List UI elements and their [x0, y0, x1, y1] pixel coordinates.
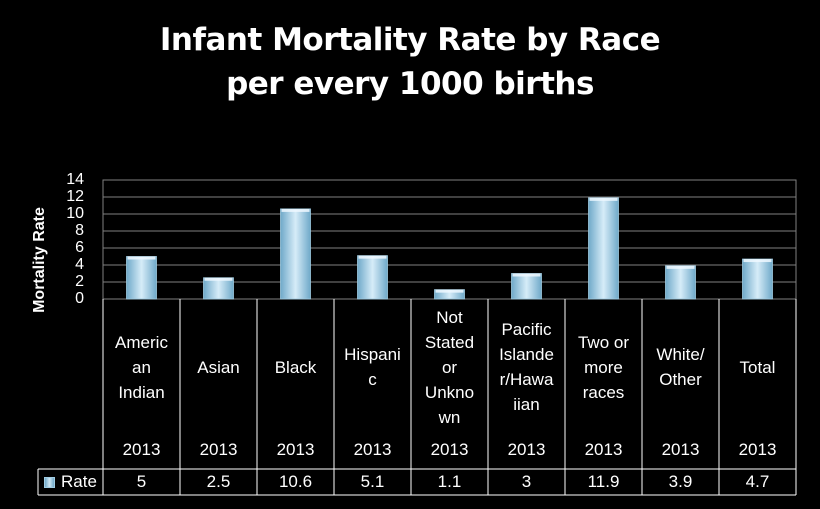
year-label: 2013 [430, 440, 469, 459]
category-label: Americ an Indian [115, 332, 168, 402]
data-label: 11.9 [587, 472, 620, 491]
data-label: 2.5 [206, 472, 231, 491]
year-label: 2013 [353, 440, 392, 459]
year-label: 2013 [507, 440, 546, 459]
bar [742, 258, 773, 300]
chart-title-line-1: Infant Mortality Rate by Race [159, 22, 661, 58]
data-label: 1.1 [437, 472, 462, 491]
category-label: Hispani c [344, 345, 401, 389]
bar [203, 277, 234, 300]
y-tick-label: 12 [66, 188, 84, 205]
year-label: 2013 [738, 440, 777, 459]
y-tick-label: 4 [75, 256, 84, 273]
year-label: 2013 [584, 440, 623, 459]
bar-cap [512, 273, 541, 277]
category-label: Asian [197, 357, 240, 377]
year-label: 2013 [661, 440, 700, 459]
bar-cap [127, 256, 156, 260]
category-label: Pacific Islande r/Hawa iian [499, 320, 554, 414]
bar-cap [358, 255, 387, 259]
bar [126, 256, 157, 300]
data-label: 3 [521, 472, 532, 491]
legend-label: Rate [61, 472, 97, 491]
data-label: 5.1 [360, 472, 385, 491]
bar [665, 265, 696, 300]
year-label: 2013 [199, 440, 238, 459]
bar [280, 208, 311, 300]
bar-cap [743, 259, 772, 263]
category-label: White/ Other [656, 345, 705, 389]
data-label: 10.6 [278, 472, 313, 491]
chart-title-line-2: per every 1000 births [226, 66, 594, 102]
bar-cap [666, 265, 695, 269]
bar [511, 273, 542, 300]
bar-cap [281, 208, 310, 212]
category-label: Black [274, 357, 317, 377]
y-tick-label: 14 [66, 171, 84, 188]
category-label: Not Stated or Unkno wn [424, 307, 475, 427]
year-label: 2013 [122, 440, 161, 459]
data-label: 4.7 [745, 472, 770, 491]
y-tick-label: 6 [75, 239, 84, 256]
data-label: 5 [136, 472, 147, 491]
y-tick-label: 8 [75, 222, 84, 239]
bar-cap [204, 277, 233, 281]
bar-cap [435, 289, 464, 293]
legend-key-swatch [44, 476, 55, 488]
year-label: 2013 [276, 440, 315, 459]
bar [357, 255, 388, 300]
legend-rate: Rate [38, 469, 102, 495]
bar [588, 197, 619, 300]
y-tick-label: 10 [66, 205, 84, 222]
y-tick-label: 0 [75, 290, 84, 307]
bar-cap [589, 197, 618, 201]
category-label: Two or more races [577, 332, 630, 402]
y-tick-label: 2 [75, 273, 84, 290]
category-label: Total [739, 357, 776, 377]
data-label: 3.9 [668, 472, 693, 491]
